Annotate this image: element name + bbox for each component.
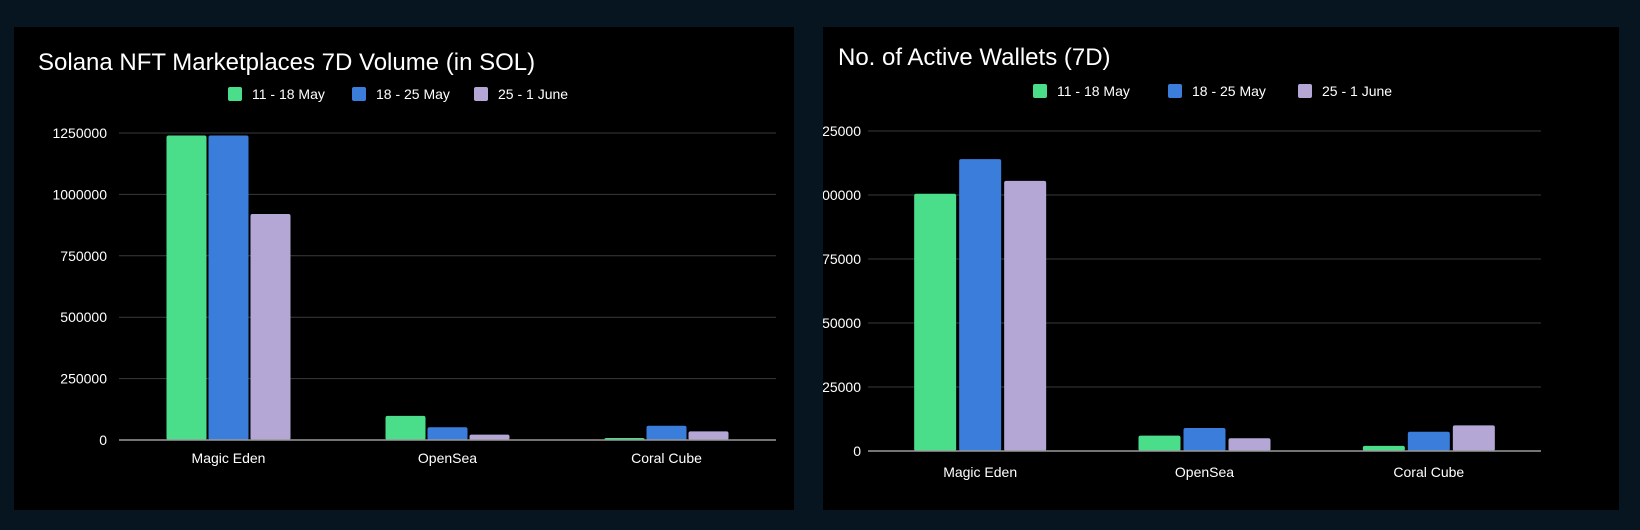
y-tick-label: 0 [853, 443, 861, 459]
wallets-chart: No. of Active Wallets (7D) 0 25000 50000 75… [823, 44, 1541, 480]
wallets-chart-panel: No. of Active Wallets (7D) 0 25000 50000 75… [823, 27, 1619, 510]
legend-swatch [1033, 84, 1047, 98]
chart-title: Solana NFT Marketplaces 7D Volume (in SO… [38, 49, 535, 76]
bar-magic-eden-series-1[interactable] [166, 135, 207, 440]
legend: 11 - 18 May 18 - 25 May 25 - 1 June [228, 86, 568, 102]
legend-swatch [1298, 84, 1312, 98]
legend-swatch [228, 87, 242, 101]
bar-magic-eden-series-2[interactable] [959, 159, 1002, 451]
y-tick-label: 125000 [823, 123, 861, 139]
bar-coral-cube-series-2[interactable] [646, 425, 687, 440]
y-tick-label: 750000 [60, 248, 107, 264]
bars [914, 159, 1495, 452]
legend-swatch [474, 87, 488, 101]
bar-opensea-series-3[interactable] [469, 434, 510, 440]
y-tick-label: 50000 [823, 315, 861, 331]
legend-swatch [352, 87, 366, 101]
legend-label: 11 - 18 May [252, 86, 325, 102]
x-category-label: Coral Cube [631, 450, 702, 466]
legend-swatch [1168, 84, 1182, 98]
bar-coral-cube-series-1[interactable] [1362, 445, 1405, 451]
y-ticks: 0 250000 500000 750000 1000000 1250000 [52, 125, 107, 448]
y-tick-label: 1000000 [52, 186, 107, 202]
bars [166, 135, 729, 440]
bar-magic-eden-series-3[interactable] [250, 214, 291, 440]
y-tick-label: 250000 [60, 371, 107, 387]
bar-coral-cube-series-3[interactable] [1452, 425, 1495, 451]
chart-title: No. of Active Wallets (7D) [838, 44, 1111, 71]
legend-label: 18 - 25 May [1192, 83, 1266, 99]
legend-label: 18 - 25 May [376, 86, 450, 102]
x-categories: Magic Eden OpenSea Coral Cube [943, 464, 1464, 480]
volume-chart: Solana NFT Marketplaces 7D Volume (in SO… [38, 49, 776, 466]
bar-opensea-series-1[interactable] [385, 415, 426, 440]
x-category-label: Magic Eden [192, 450, 266, 466]
y-tick-label: 500000 [60, 309, 107, 325]
bar-magic-eden-series-2[interactable] [208, 135, 249, 440]
y-tick-label: 1250000 [52, 125, 107, 141]
y-tick-label: 25000 [823, 379, 861, 395]
bar-opensea-series-2[interactable] [1183, 427, 1226, 451]
bar-magic-eden-series-3[interactable] [1004, 180, 1047, 452]
y-tick-label: 0 [99, 432, 107, 448]
x-categories: Magic Eden OpenSea Coral Cube [192, 450, 703, 466]
x-category-label: OpenSea [1175, 464, 1234, 480]
bar-coral-cube-series-2[interactable] [1407, 431, 1450, 451]
x-category-label: Coral Cube [1393, 464, 1464, 480]
bar-coral-cube-series-3[interactable] [688, 431, 729, 440]
volume-chart-panel: Solana NFT Marketplaces 7D Volume (in SO… [14, 27, 794, 510]
bar-opensea-series-2[interactable] [427, 427, 468, 440]
x-category-label: OpenSea [418, 450, 477, 466]
x-category-label: Magic Eden [943, 464, 1017, 480]
legend-label: 25 - 1 June [1322, 83, 1392, 99]
y-tick-label: 100000 [823, 187, 861, 203]
y-tick-label: 75000 [823, 251, 861, 267]
legend-label: 25 - 1 June [498, 86, 568, 102]
legend: 11 - 18 May 18 - 25 May 25 - 1 June [1033, 83, 1392, 99]
y-ticks: 0 25000 50000 75000 100000 125000 [823, 123, 861, 459]
bar-opensea-series-1[interactable] [1138, 435, 1181, 451]
bar-opensea-series-3[interactable] [1228, 438, 1271, 451]
legend-label: 11 - 18 May [1057, 83, 1130, 99]
bar-magic-eden-series-1[interactable] [914, 193, 957, 451]
